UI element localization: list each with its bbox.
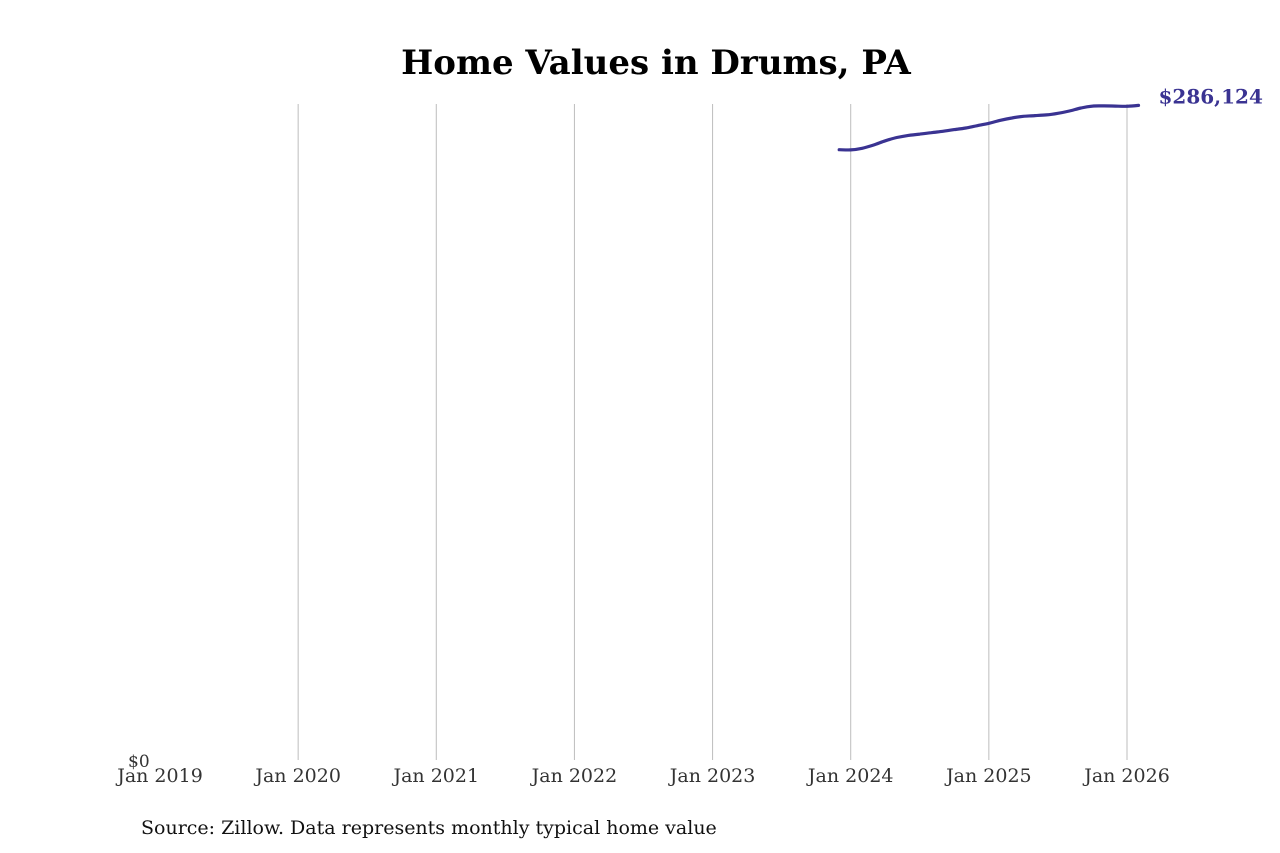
grid-lines: [297, 104, 1128, 760]
x-tick-label-2025: Jan 2025: [944, 765, 1032, 787]
x-tick-label-2022: Jan 2022: [530, 765, 618, 787]
x-tick-label-2024: Jan 2024: [806, 765, 894, 787]
x-tick-label-2020: Jan 2020: [253, 765, 341, 787]
x-tick-label-2023: Jan 2023: [668, 765, 756, 787]
source-note: Source: Zillow. Data represents monthly …: [141, 817, 717, 839]
y-tick-label-zero: $0: [128, 752, 150, 772]
x-axis-ticks: Jan 2019 Jan 2020 Jan 2021 Jan 2022 Jan 2023…: [115, 765, 1170, 787]
x-tick-label-2026: Jan 2026: [1082, 765, 1170, 787]
series-line-home-value: [837, 103, 1141, 152]
chart-title: Home Values in Drums, PA: [401, 43, 911, 83]
x-tick-label-2019: Jan 2019: [115, 765, 203, 787]
x-tick-label-2021: Jan 2021: [391, 765, 479, 787]
end-value-label: $286,124: [1159, 84, 1263, 108]
